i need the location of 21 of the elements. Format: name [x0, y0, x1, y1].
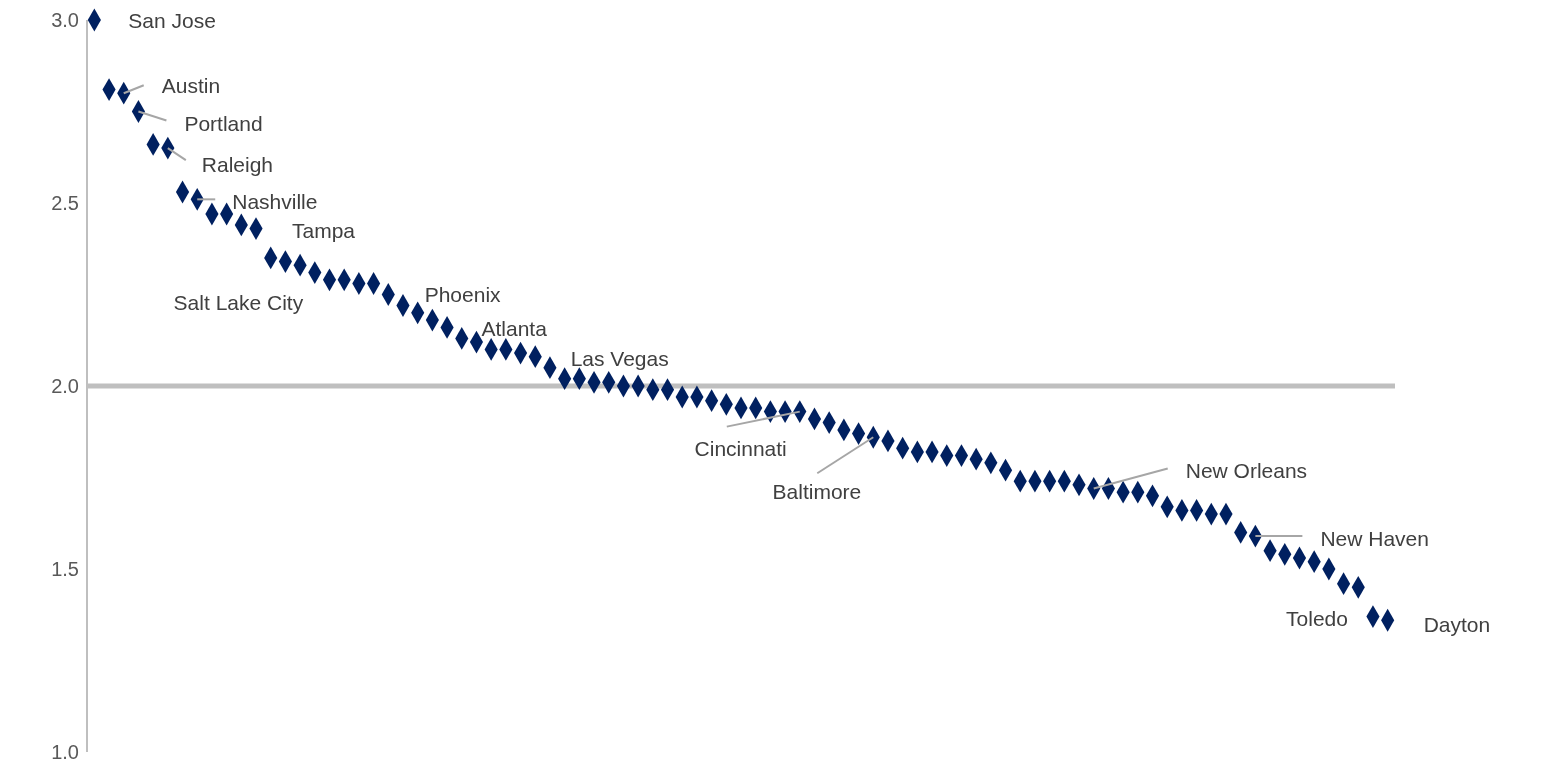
data-label: Las Vegas	[570, 347, 669, 371]
data-label: Baltimore	[772, 479, 862, 503]
data-label: Atlanta	[481, 316, 548, 340]
data-label: New Haven	[1320, 526, 1429, 550]
data-label: Dayton	[1423, 612, 1491, 636]
data-label: San Jose	[128, 8, 216, 32]
data-label: Portland	[184, 112, 263, 135]
data-label: Salt Lake City	[173, 291, 304, 315]
y-tick-label: 1.0	[51, 741, 79, 764]
data-label: Phoenix	[424, 283, 502, 307]
y-tick-label: 2.0	[51, 375, 79, 398]
data-label: Austin	[161, 73, 221, 97]
data-label: Tampa	[292, 219, 356, 243]
y-tick-label: 2.5	[51, 192, 79, 215]
data-label: New Orleans	[1185, 458, 1308, 482]
data-label: Nashville	[232, 189, 318, 213]
data-label: Cincinnati	[694, 437, 787, 461]
data-label: Toledo	[1286, 607, 1348, 631]
data-label: Raleigh	[201, 152, 274, 176]
y-tick-label: 1.5	[51, 558, 79, 581]
y-tick-label: 3.0	[51, 9, 79, 32]
